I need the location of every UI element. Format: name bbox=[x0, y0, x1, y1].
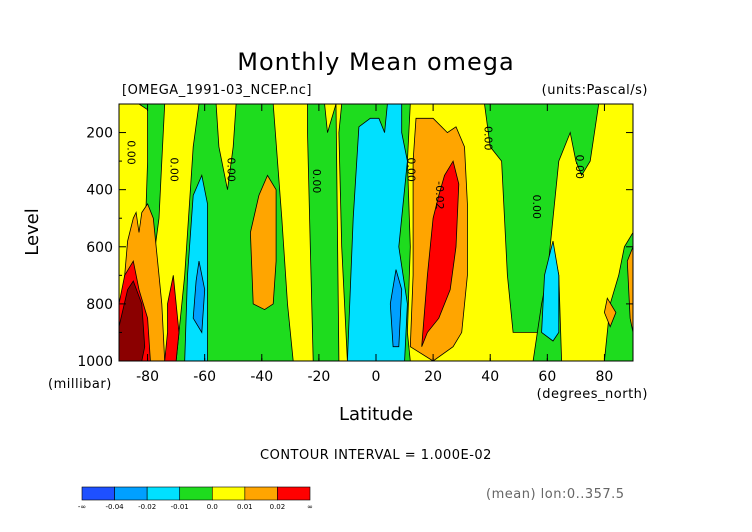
contour-label: 0.00 bbox=[125, 140, 138, 165]
contour-region-pos_high bbox=[164, 275, 180, 361]
y-tick-label: 200 bbox=[86, 126, 113, 142]
contour-interval-label: CONTOUR INTERVAL = 1.000E-02 bbox=[260, 448, 492, 463]
contour-label: 0.00 bbox=[530, 195, 543, 220]
colorbar-tick-label: -0.01 bbox=[171, 503, 189, 511]
colorbar-swatch bbox=[179, 486, 213, 501]
x-axis-unit: (degrees_north) bbox=[537, 387, 648, 402]
y-tick-label: 600 bbox=[86, 240, 113, 256]
contour-region-pos_high bbox=[421, 160, 460, 347]
colorbar-swatch bbox=[244, 486, 278, 501]
colorbar-tick-label: -∞ bbox=[78, 503, 86, 511]
x-tick-label: 0 bbox=[372, 369, 381, 385]
contour-region-neg_low bbox=[307, 104, 340, 361]
colorbar-swatch bbox=[211, 486, 246, 501]
colorbar-swatch bbox=[114, 486, 148, 501]
x-axis-title: Latitude bbox=[339, 404, 413, 425]
contour-region-neg_high bbox=[389, 269, 403, 348]
colorbar-tick-label: ∞ bbox=[307, 503, 313, 511]
x-tick-label: 80 bbox=[596, 369, 614, 385]
contour-region-neg_high bbox=[192, 261, 206, 334]
file-label: [OMEGA_1991-03_NCEP.nc] bbox=[122, 83, 312, 98]
y-tick-label: 400 bbox=[86, 183, 113, 199]
contour-label: 0.00 bbox=[225, 157, 238, 182]
x-tick-label: -20 bbox=[307, 369, 330, 385]
contour-region-pos_mid bbox=[626, 246, 633, 333]
y-axis: 200 400 600 800 1000 bbox=[77, 126, 633, 370]
x-tick-label: 60 bbox=[538, 369, 556, 385]
colorbar-swatch bbox=[146, 486, 181, 501]
contour-label: 0.00 bbox=[404, 157, 417, 182]
contour-label: 0.00 bbox=[310, 169, 323, 194]
contour-label: 0.00 bbox=[167, 157, 180, 182]
colorbar-tick-label: -0.04 bbox=[106, 503, 125, 511]
contour-label-layer: 0.00 0.00 0.00 0.00 0.00 -0.02 0.00 0.00 0.00 bbox=[125, 126, 586, 219]
x-tick-label: -60 bbox=[193, 369, 216, 385]
colorbar-swatch bbox=[81, 486, 115, 501]
y-axis-title: Level bbox=[22, 208, 43, 256]
contour-label: 0.00 bbox=[573, 155, 586, 180]
colorbar-tick-label: 0.02 bbox=[270, 503, 286, 511]
x-axis: -80 -60 -40 -20 0 20 40 60 80 bbox=[136, 104, 613, 385]
contour-region-neg_mid bbox=[541, 241, 560, 342]
contour-label: 0.00 bbox=[482, 126, 495, 151]
contour-region-pos_mid bbox=[603, 297, 617, 328]
colorbar-swatch bbox=[277, 486, 311, 501]
y-tick-label: 800 bbox=[86, 297, 113, 313]
colorbar: -∞ -0.04 -0.02 -0.01 0.0 0.01 0.02 ∞ bbox=[78, 486, 313, 511]
contour-region-pos_extreme bbox=[119, 280, 146, 361]
chart-title: Monthly Mean omega bbox=[237, 48, 515, 76]
x-tick-label: 40 bbox=[481, 369, 499, 385]
units-label: (units:Pascal/s) bbox=[542, 83, 648, 98]
x-tick-label: -80 bbox=[136, 369, 159, 385]
contour-region-pos_mid bbox=[249, 174, 277, 311]
y-axis-unit: (millibar) bbox=[48, 377, 112, 392]
footer-label: (mean) lon:0..357.5 bbox=[486, 487, 625, 502]
x-tick-label: 20 bbox=[424, 369, 442, 385]
colorbar-tick-label: 0.01 bbox=[237, 503, 253, 511]
colorbar-tick-label: -0.02 bbox=[138, 503, 156, 511]
colorbar-tick-label: 0.0 bbox=[207, 503, 218, 511]
contour-label: -0.02 bbox=[433, 181, 446, 209]
contour-fill-layer bbox=[119, 104, 633, 361]
x-tick-label: -40 bbox=[250, 369, 273, 385]
y-tick-label: 1000 bbox=[77, 354, 113, 370]
